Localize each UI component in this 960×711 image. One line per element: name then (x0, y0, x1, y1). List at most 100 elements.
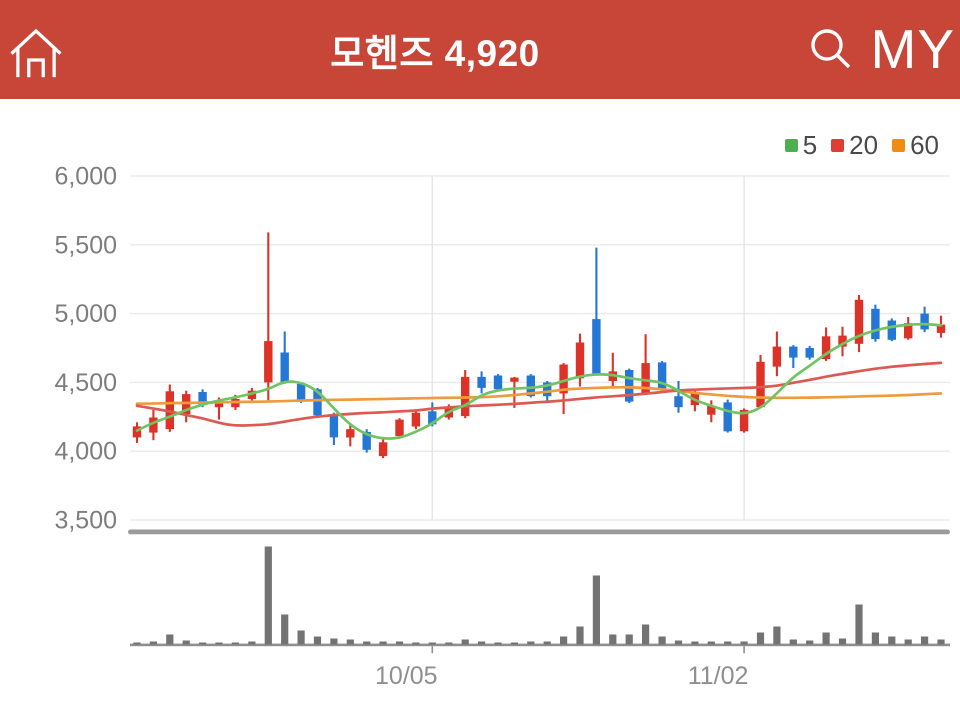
candle-body (674, 396, 683, 408)
volume-bar (363, 641, 371, 645)
candle-body (477, 376, 486, 388)
volume-bar (838, 638, 847, 645)
home-button[interactable] (7, 19, 65, 81)
search-button[interactable] (805, 24, 857, 76)
candle-body (428, 411, 437, 425)
candle-body (149, 417, 158, 433)
candle-body (805, 348, 814, 358)
ma60-line (135, 385, 943, 406)
candle-body (493, 375, 503, 390)
app-header: 모헨즈 4,920 MY (0, 0, 960, 99)
volume-bar (822, 632, 830, 645)
volume-bar (527, 641, 535, 645)
volume-bar (248, 641, 256, 645)
candle-body (296, 383, 306, 401)
volume-bar (592, 575, 600, 645)
candle-body (838, 335, 847, 347)
volume-bar (510, 642, 518, 645)
x-axis-labels: 10/05 11/02 (375, 646, 748, 690)
volume-axis (130, 643, 950, 647)
legend-swatch-ma5 (784, 139, 798, 152)
search-icon (810, 28, 850, 68)
candle-body (526, 375, 535, 397)
chart-area[interactable]: 6,000 5,500 5,000 4,500 4,000 3,500 10/05 11/02… (0, 99, 960, 711)
candle-body (329, 414, 339, 438)
candle-body (378, 442, 388, 457)
volume-bar (313, 636, 322, 645)
chart-scrollbar[interactable] (128, 529, 950, 535)
candle-body (789, 346, 798, 358)
svg-text:10/05: 10/05 (375, 662, 438, 690)
candle-body (739, 409, 749, 432)
candle-body (772, 346, 782, 367)
volume-bar (445, 642, 453, 645)
stock-chart-canvas[interactable]: 6,000 5,500 5,000 4,500 4,000 3,500 10/05 11/02 (0, 99, 960, 711)
candle-body (510, 377, 519, 382)
candle-body (625, 370, 634, 402)
candle-body (411, 412, 421, 427)
volume-bar (412, 642, 420, 645)
candle-body (641, 363, 650, 394)
volume-bar (773, 626, 781, 645)
volume-bar (724, 641, 732, 645)
volume-bar (215, 642, 223, 645)
candle-body (592, 319, 601, 375)
volume-bar (888, 636, 896, 645)
volume-bar (855, 604, 863, 645)
volume-bar (707, 641, 715, 645)
legend-swatch-ma20 (831, 139, 845, 152)
svg-text:5,500: 5,500 (54, 231, 117, 259)
candle-body (247, 390, 257, 399)
volume-bar (609, 634, 617, 645)
volume-bar (395, 641, 404, 645)
svg-text:3,500: 3,500 (54, 507, 117, 535)
volume-bar (379, 641, 387, 645)
volume-bar (428, 642, 436, 645)
legend-swatch-ma60 (892, 139, 906, 152)
y-axis-labels: 6,000 5,500 5,000 4,500 4,000 3,500 (54, 163, 117, 535)
ma5-line (135, 322, 943, 440)
candle-body (280, 352, 289, 383)
candle-body (214, 401, 224, 408)
volume-bar (199, 642, 207, 645)
legend-label-ma5: 5 (802, 130, 818, 160)
candle-body (756, 361, 765, 408)
candle-body (346, 429, 355, 438)
volume-bar (674, 640, 683, 645)
legend-label-ma20: 20 (849, 130, 879, 160)
candle-body (362, 431, 371, 450)
candle-body (395, 419, 404, 437)
candle-body (871, 308, 880, 340)
ma-legend: 5 20 60 (784, 130, 939, 161)
candle-body (821, 336, 831, 359)
volume-bar (560, 636, 568, 645)
legend-item-ma20: 20 (831, 130, 878, 161)
candle-body (559, 364, 568, 394)
volume-bar (937, 639, 945, 645)
candle-body (887, 320, 896, 340)
volume-bar (478, 641, 486, 645)
my-button[interactable]: MY (870, 18, 955, 80)
price-grid (130, 175, 950, 521)
volume-bar (461, 639, 469, 645)
volume-bar (740, 641, 748, 645)
volume-bars (133, 546, 945, 645)
candle-body (543, 382, 552, 397)
volume-bar (658, 636, 666, 645)
legend-item-ma60: 60 (892, 130, 939, 161)
volume-bar (330, 638, 338, 645)
candle-body (313, 389, 322, 416)
legend-label-ma60: 60 (910, 130, 939, 160)
svg-text:11/02: 11/02 (688, 662, 749, 690)
svg-text:4,500: 4,500 (54, 369, 117, 397)
volume-bar (871, 632, 879, 645)
candle-body (657, 362, 667, 390)
candle-body (723, 402, 732, 432)
volume-bar (789, 639, 797, 645)
svg-text:6,000: 6,000 (54, 163, 117, 191)
volume-bar (346, 639, 354, 645)
volume-bar (756, 632, 765, 645)
volume-bar (625, 634, 633, 645)
candle-body (936, 324, 946, 333)
candle-body (575, 342, 585, 379)
